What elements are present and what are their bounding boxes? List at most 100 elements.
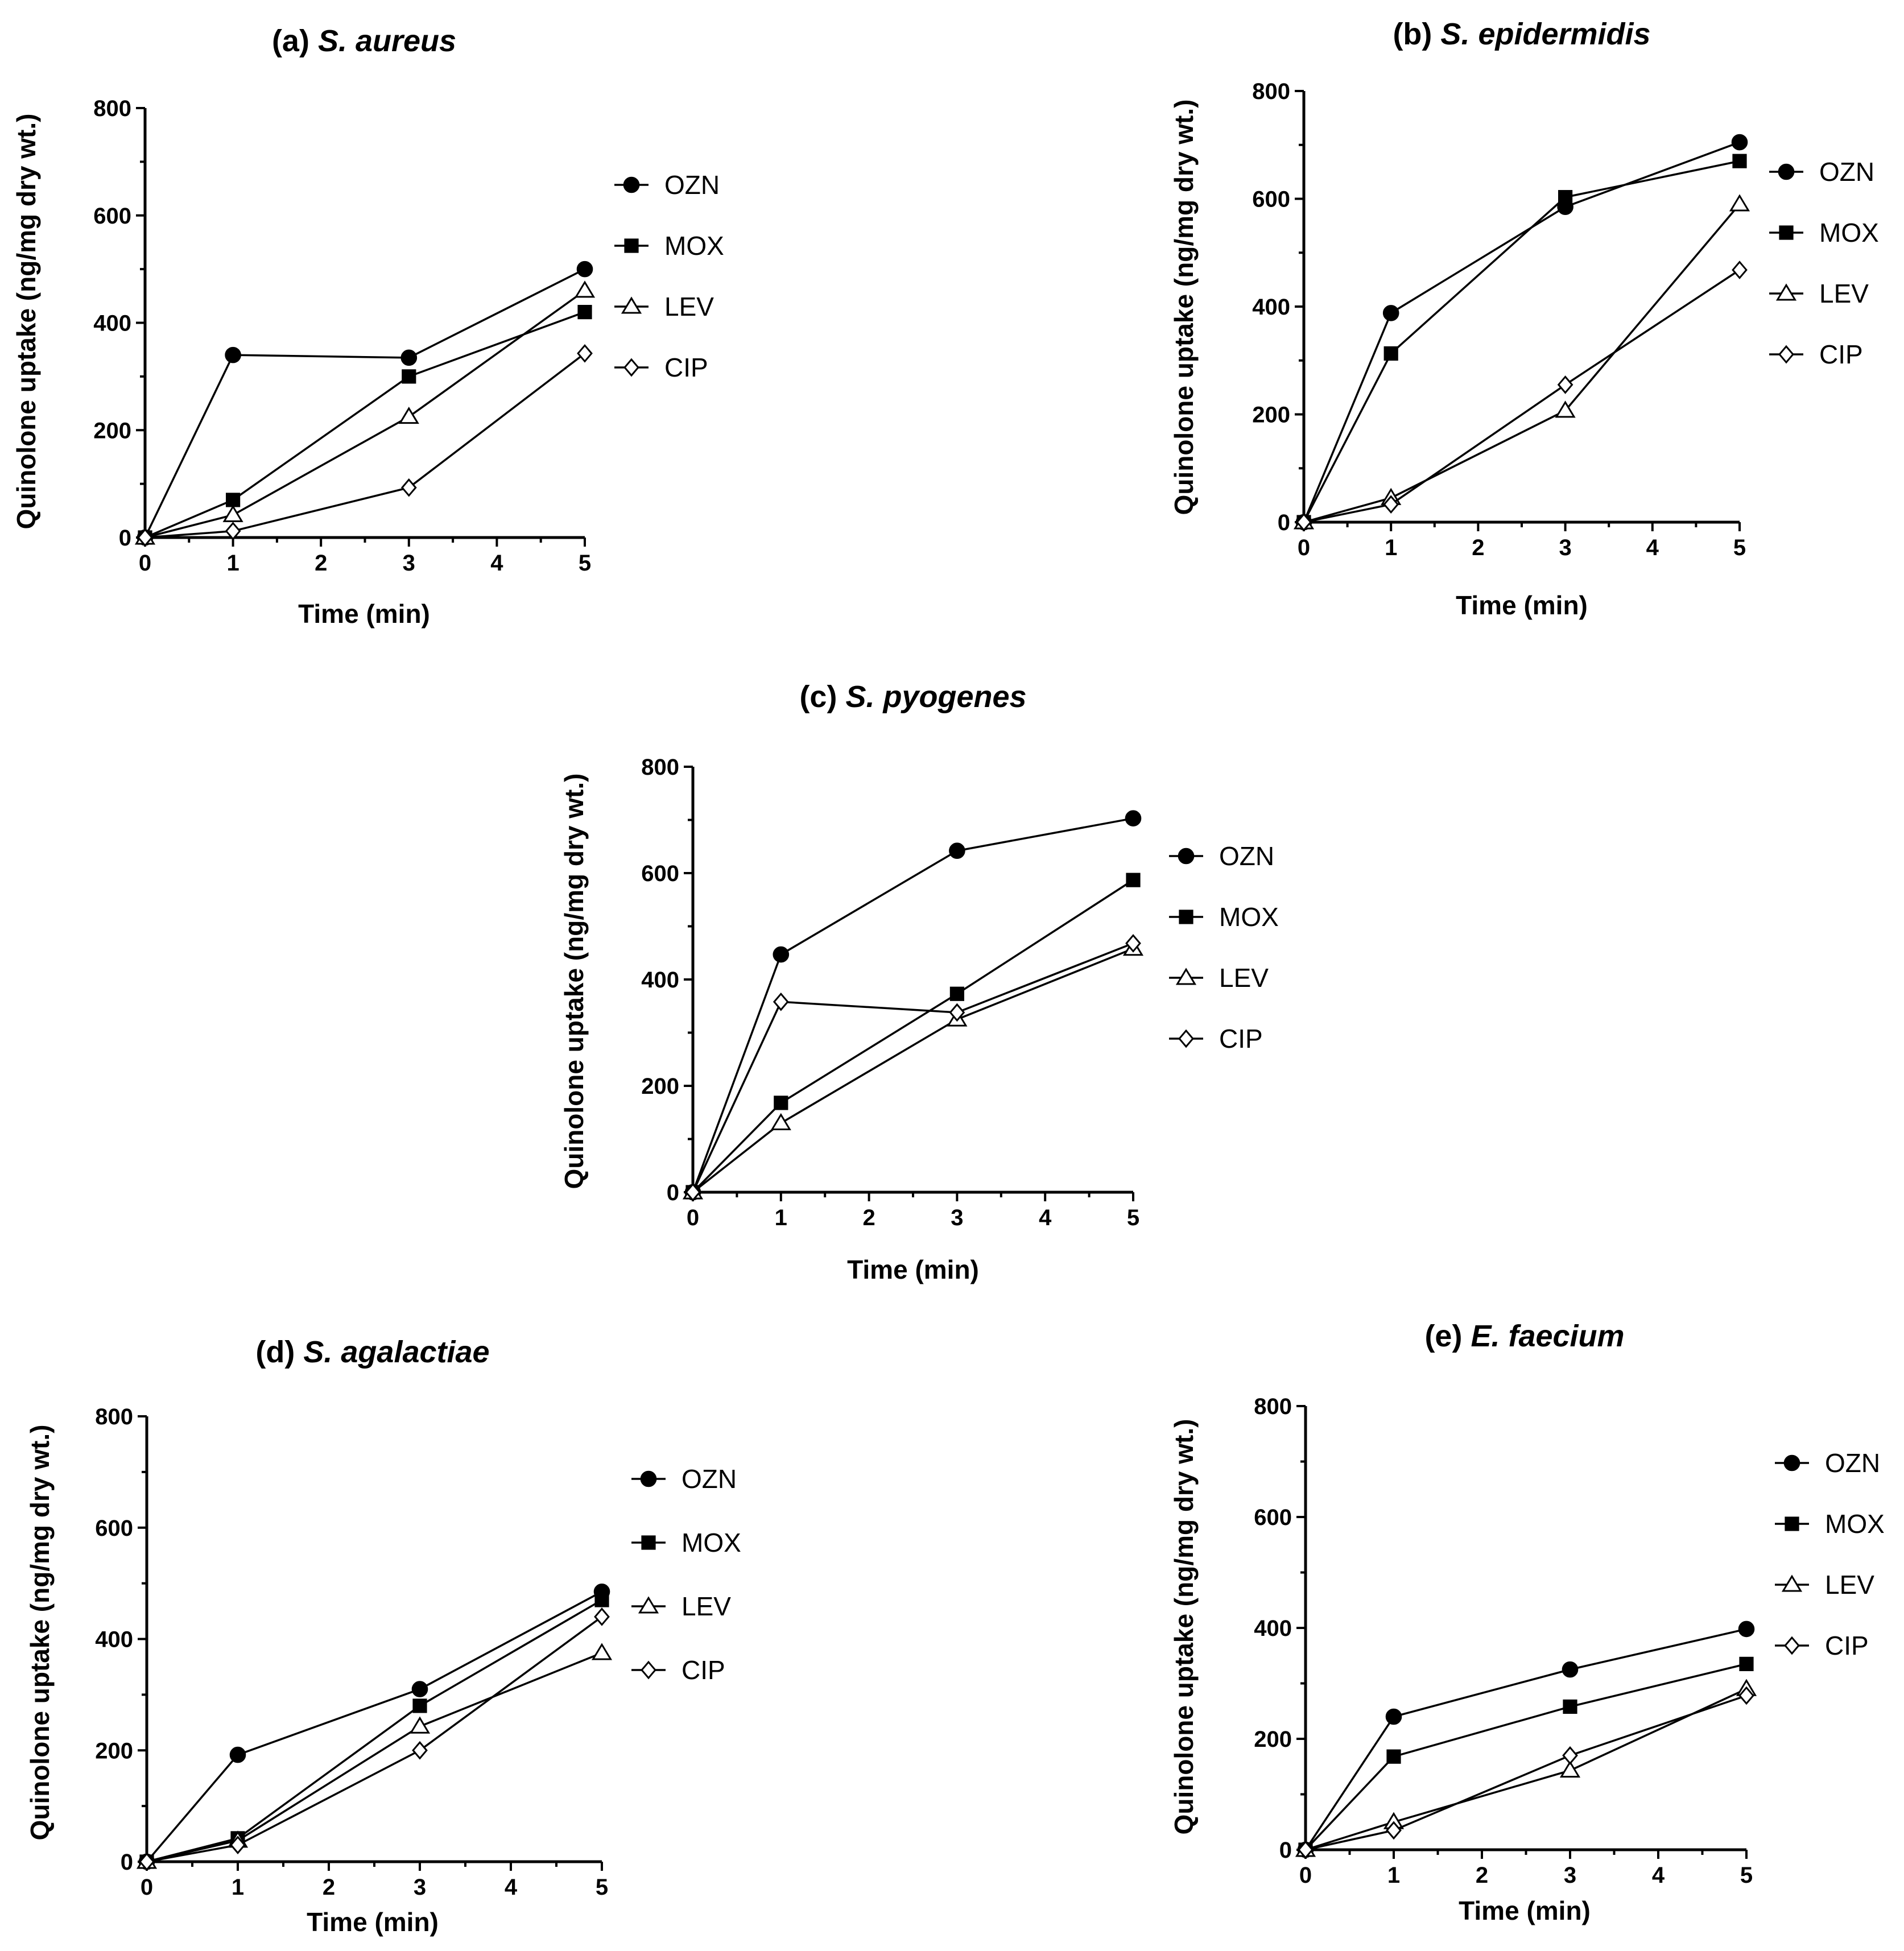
point-mox xyxy=(577,305,592,320)
plot-area: 0 200 400 600 800 0 1 2 3 4 5 xyxy=(641,755,1144,1230)
legend-item-cip: CIP xyxy=(1775,1631,1869,1660)
plot-area: 0 200 400 600 800 0 1 2 3 4 5 xyxy=(95,1404,613,1900)
x-tick-label: 2 xyxy=(1472,535,1484,560)
legend-label: MOX xyxy=(682,1528,741,1557)
legend-marker-mox xyxy=(1785,1516,1799,1531)
x-tick-label: 2 xyxy=(1476,1863,1488,1888)
y-tick-label: 400 xyxy=(1254,1616,1292,1641)
point-cip xyxy=(139,1852,155,1871)
point-cip xyxy=(1738,1686,1754,1705)
series-line-mox xyxy=(692,879,1134,1193)
x-tick-label: 1 xyxy=(1387,1863,1400,1888)
series-line-lev xyxy=(1303,203,1741,523)
point-mox xyxy=(949,986,964,1001)
panel-title: (e) E. faecium xyxy=(1424,1319,1624,1353)
x-tick-label: 4 xyxy=(505,1875,518,1900)
point-cip xyxy=(1562,1746,1578,1765)
legend-marker-ozn xyxy=(640,1470,657,1487)
series-line-ozn xyxy=(692,817,1134,1193)
point-ozn xyxy=(1738,1621,1755,1638)
point-ozn xyxy=(1562,1661,1579,1678)
point-cip xyxy=(412,1741,428,1760)
point-lev xyxy=(398,407,419,424)
panel-title-species: S. pyogenes xyxy=(845,680,1026,714)
plot-area: 0 200 400 600 800 0 1 2 3 4 5 xyxy=(1254,1394,1757,1888)
y-axis-label: Quinolone uptake (ng/mg dry wt.) xyxy=(25,1425,55,1841)
point-ozn xyxy=(949,842,965,859)
series-line-ozn xyxy=(1304,1628,1747,1850)
y-tick-label: 800 xyxy=(1254,1394,1292,1419)
panel-d-s-agalactiae: (d) S. agalactiae Time (min) Quinolone u… xyxy=(25,1335,741,1937)
panel-a-s-aureus: (a) S. aureus Time (min) Quinolone uptak… xyxy=(11,24,724,629)
x-tick-label: 5 xyxy=(596,1875,608,1900)
x-tick-label: 0 xyxy=(1298,535,1310,560)
point-cip xyxy=(1383,495,1399,514)
legend-label: MOX xyxy=(1819,218,1879,247)
plot-area: 0 200 400 600 800 0 1 2 3 4 5 xyxy=(1252,79,1750,560)
panel-title: (d) S. agalactiae xyxy=(255,1335,489,1369)
legend-marker-cip xyxy=(1178,1029,1194,1048)
point-cip xyxy=(1296,512,1312,532)
point-lev xyxy=(1729,194,1750,212)
y-tick-label: 800 xyxy=(95,1404,133,1429)
point-mox xyxy=(774,1096,788,1110)
legend-label: LEV xyxy=(682,1592,731,1621)
series-line-cip xyxy=(1303,269,1740,523)
legend-label: OZN xyxy=(664,170,720,200)
legend-label: LEV xyxy=(664,292,714,321)
legend: OZN MOX LEV CIP xyxy=(614,170,724,382)
x-tick-label: 2 xyxy=(323,1875,335,1900)
legend-marker-cip xyxy=(623,358,639,377)
point-cip xyxy=(1125,934,1141,953)
series-line-ozn xyxy=(1303,141,1740,523)
point-ozn xyxy=(229,1746,246,1763)
legend-item-mox: MOX xyxy=(1169,902,1279,932)
y-tick-label: 0 xyxy=(121,1850,133,1875)
legend-item-ozn: OZN xyxy=(1169,841,1274,871)
x-axis-label: Time (min) xyxy=(847,1255,979,1284)
y-tick-label: 0 xyxy=(119,526,131,551)
legend-marker-cip xyxy=(1784,1636,1800,1655)
legend-marker-cip xyxy=(1778,345,1794,364)
x-tick-label: 3 xyxy=(1559,535,1571,560)
legend-item-mox: MOX xyxy=(1769,218,1879,247)
y-tick-label: 200 xyxy=(95,1738,133,1763)
panel-title: (c) S. pyogenes xyxy=(799,680,1026,714)
x-tick-label: 0 xyxy=(141,1875,153,1900)
series-line-mox xyxy=(146,1599,602,1863)
point-lev xyxy=(770,1113,791,1130)
legend-label: OZN xyxy=(1825,1448,1880,1478)
y-axis-label: Quinolone uptake (ng/mg dry wt.) xyxy=(1169,100,1199,515)
legend-item-ozn: OZN xyxy=(1775,1448,1880,1478)
point-ozn xyxy=(773,946,790,963)
y-tick-label: 600 xyxy=(1252,187,1290,212)
legend-marker-lev xyxy=(1775,283,1797,301)
point-ozn xyxy=(1731,134,1748,151)
y-tick-label: 800 xyxy=(93,96,131,121)
panel-title-species: S. aureus xyxy=(318,24,456,58)
point-mox xyxy=(594,1593,609,1607)
point-mox xyxy=(412,1698,427,1713)
legend-label: CIP xyxy=(1819,340,1863,369)
x-tick-label: 4 xyxy=(1646,535,1659,560)
panel-title-prefix: (b) xyxy=(1393,17,1432,51)
y-tick-label: 400 xyxy=(95,1627,133,1652)
point-mox xyxy=(1558,190,1573,205)
point-mox xyxy=(1126,873,1141,887)
series-line-lev xyxy=(146,1652,602,1863)
panel-title-prefix: (d) xyxy=(255,1335,295,1369)
point-mox xyxy=(1383,346,1398,361)
legend-marker-ozn xyxy=(623,176,640,193)
point-mox xyxy=(402,369,416,384)
legend-marker-lev xyxy=(1175,968,1197,985)
y-axis-label: Quinolone uptake (ng/mg dry wt.) xyxy=(11,114,41,530)
legend-label: LEV xyxy=(1819,279,1869,308)
series-line-ozn xyxy=(144,268,585,538)
legend-label: OZN xyxy=(682,1464,737,1494)
point-cip xyxy=(773,992,789,1011)
point-mox xyxy=(1563,1699,1577,1714)
x-tick-label: 5 xyxy=(1733,535,1746,560)
y-tick-label: 400 xyxy=(1252,295,1290,320)
point-cip xyxy=(400,478,417,497)
